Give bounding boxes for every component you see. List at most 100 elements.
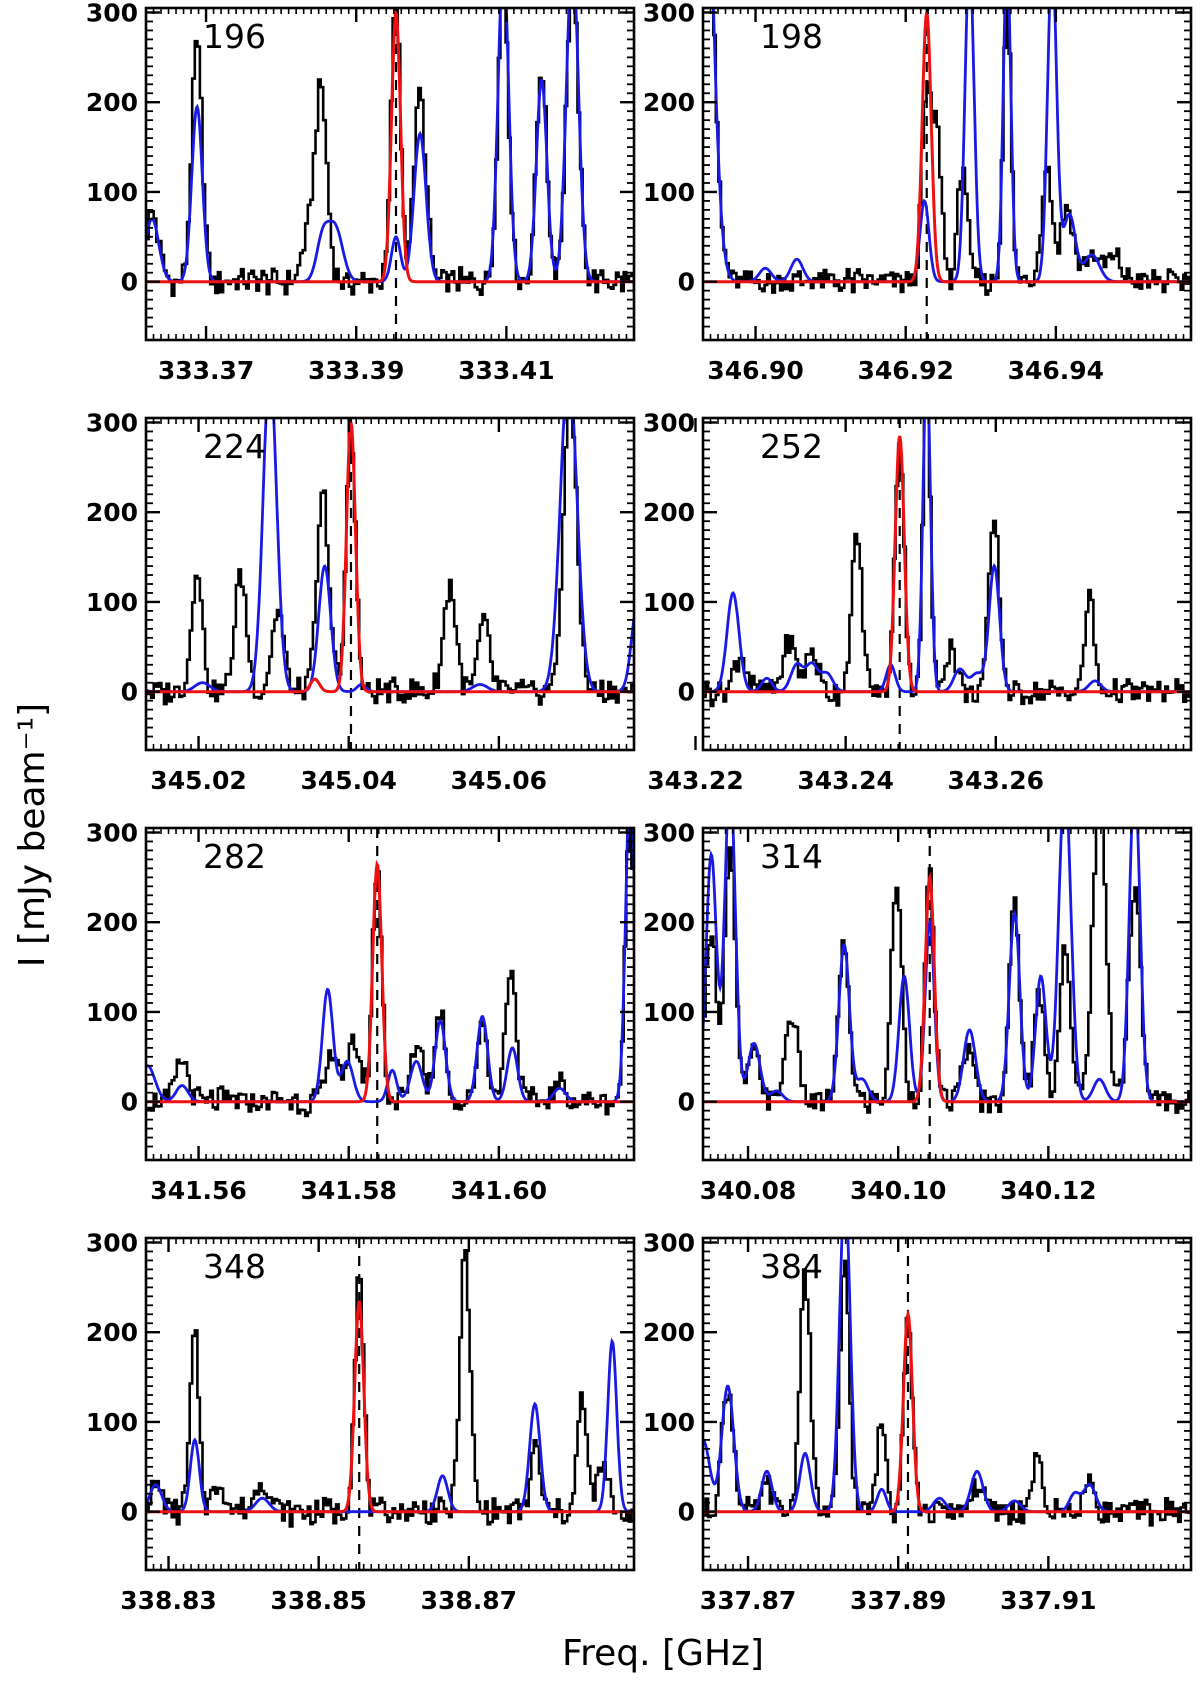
y-tick-label: 200 [86, 88, 138, 117]
model-line [146, 422, 634, 694]
observed-spectrum [703, 1259, 1191, 1527]
observed-spectrum [146, 828, 634, 1118]
y-tick-label: 200 [643, 88, 695, 117]
x-tick-label: 343.24 [797, 766, 893, 795]
y-tick-label: 300 [643, 0, 695, 27]
x-tick-label: 343.26 [948, 766, 1044, 795]
x-tick-label: 341.56 [150, 1176, 246, 1205]
y-tick-label: 300 [643, 818, 695, 847]
y-tick-label: 0 [121, 1088, 138, 1117]
y-tick-label: 300 [86, 408, 138, 437]
y-tick-label: 200 [643, 1318, 695, 1347]
panels-group: 0 100 200 300 333.37 333.39 333.41 196 0 100 200 30… [86, 0, 1193, 1615]
y-tick-label: 0 [678, 1088, 695, 1117]
x-tick-label: 338.85 [270, 1586, 366, 1615]
y-tick-label: 100 [86, 178, 138, 207]
y-tick-label: 100 [643, 998, 695, 1027]
x-tick-label: 340.10 [850, 1176, 946, 1205]
x-tick-label: 341.58 [300, 1176, 396, 1205]
panel-label: 348 [203, 1247, 266, 1286]
x-tick-label: 333.37 [158, 356, 254, 385]
model-line [703, 435, 1191, 694]
plot-area [703, 8, 1191, 340]
x-tick-label: 337.89 [850, 1586, 946, 1615]
panel-label: 252 [760, 427, 823, 466]
y-tick-label: 300 [643, 408, 695, 437]
x-tick-label: 346.92 [857, 356, 953, 385]
y-tick-label: 300 [643, 1228, 695, 1257]
plot-area [703, 828, 1191, 1160]
y-tick-label: 100 [643, 1408, 695, 1437]
y-tick-label: 0 [678, 678, 695, 707]
x-tick-label: 346.90 [707, 356, 803, 385]
panel-label: 196 [203, 17, 266, 56]
x-axis-title: Freq. [GHz] [562, 1633, 764, 1674]
x-tick-label: 346.94 [1008, 356, 1104, 385]
plot-area [703, 1238, 1191, 1570]
model-line [703, 12, 1191, 284]
x-tick-label: 345.06 [451, 766, 547, 795]
y-tick-label: 200 [643, 498, 695, 527]
plot-area [146, 828, 634, 1160]
x-tick-label: 337.87 [700, 1586, 796, 1615]
plot-area [146, 8, 634, 340]
model-total [146, 1337, 634, 1514]
y-tick-label: 0 [678, 1498, 695, 1527]
x-tick-label: 338.87 [421, 1586, 517, 1615]
y-tick-label: 0 [678, 268, 695, 297]
panel-label: 224 [203, 427, 266, 466]
x-tick-label: 345.02 [150, 766, 246, 795]
observed-spectrum [703, 828, 1191, 1114]
y-tick-label: 100 [86, 998, 138, 1027]
y-tick-label: 100 [643, 588, 695, 617]
y-tick-label: 300 [86, 0, 138, 27]
y-tick-label: 100 [86, 588, 138, 617]
x-tick-label: 333.39 [308, 356, 404, 385]
panel-282: 0 100 200 300 341.56 341.58 341.60 282 [86, 818, 636, 1205]
panel-348: 0 100 200 300 338.83 338.85 338.87 348 [86, 1228, 636, 1615]
x-tick-label: 333.41 [458, 356, 554, 385]
panel-label: 384 [760, 1247, 823, 1286]
y-tick-label: 200 [86, 908, 138, 937]
panel-frame [701, 826, 1193, 1162]
observed-spectrum [703, 418, 1191, 708]
panel-384: 0 100 200 300 337.87 337.89 337.91 384 [643, 1228, 1193, 1615]
x-tick-label: 343.22 [647, 766, 743, 795]
y-tick-label: 200 [643, 908, 695, 937]
y-tick-label: 300 [86, 818, 138, 847]
y-tick-label: 300 [86, 1228, 138, 1257]
panel-label: 282 [203, 837, 266, 876]
model-line [703, 871, 1191, 1104]
x-tick-label: 337.91 [1000, 1586, 1096, 1615]
y-tick-label: 200 [86, 498, 138, 527]
panel-label: 314 [760, 837, 823, 876]
y-tick-label: 0 [121, 268, 138, 297]
panel-314: 0 100 200 300 340.08 340.10 340.12 314 [643, 818, 1193, 1205]
y-tick-label: 0 [121, 1498, 138, 1527]
x-tick-label: 340.12 [1000, 1176, 1096, 1205]
plot-area [146, 418, 634, 750]
observed-spectrum [146, 1249, 634, 1528]
panel-224: 0 100 200 300 345.02 345.04 345.06 224 [86, 408, 636, 795]
model-line [146, 859, 634, 1104]
y-tick-label: 100 [643, 178, 695, 207]
plot-area [703, 418, 1191, 750]
x-tick-label: 341.60 [451, 1176, 547, 1205]
panel-label: 198 [760, 17, 823, 56]
model-line [146, 1300, 634, 1514]
y-tick-label: 100 [86, 1408, 138, 1437]
observed-spectrum [146, 418, 634, 706]
model-line [703, 1308, 1191, 1514]
y-tick-label: 0 [121, 678, 138, 707]
panel-198: 0 100 200 300 346.90 346.92 346.94 198 [643, 0, 1193, 385]
panel-196: 0 100 200 300 333.37 333.39 333.41 196 [86, 0, 636, 385]
x-tick-label: 345.04 [300, 766, 396, 795]
x-tick-label: 338.83 [120, 1586, 216, 1615]
plot-area [146, 1238, 634, 1570]
y-tick-label: 200 [86, 1318, 138, 1347]
y-axis-title: I [mJy beam⁻¹] [12, 703, 53, 967]
model-line [146, 9, 634, 284]
panel-252: 0 100 200 300 343.22 343.24 343.26 252 [643, 408, 1193, 795]
x-tick-label: 340.08 [700, 1176, 796, 1205]
